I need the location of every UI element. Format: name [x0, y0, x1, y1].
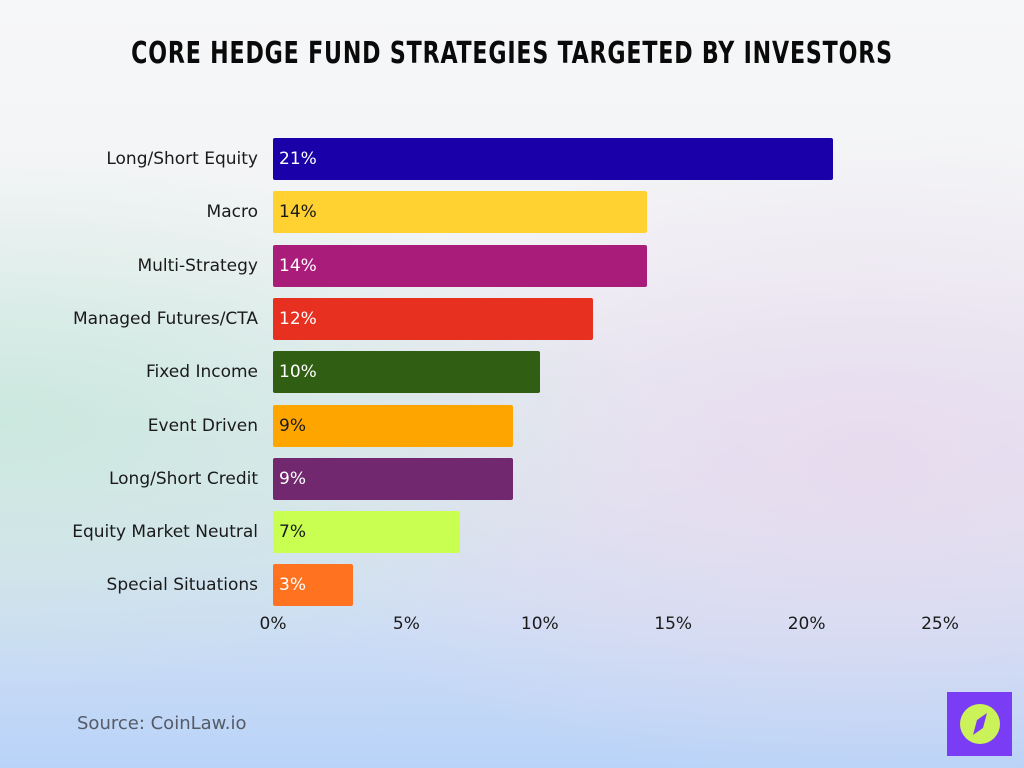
- bar-value-label: 3%: [279, 575, 306, 596]
- bar-value-label: 14%: [279, 255, 317, 276]
- category-label: Managed Futures/CTA: [72, 308, 258, 329]
- bar: 9%: [273, 404, 514, 447]
- bar-value-label: 14%: [279, 202, 317, 223]
- bar: 14%: [273, 244, 647, 287]
- bar: 21%: [273, 138, 834, 180]
- x-axis-tick: 15%: [654, 614, 693, 634]
- bar: 12%: [273, 297, 594, 340]
- brand-logo: [947, 692, 1012, 756]
- bar-value-label: 12%: [279, 308, 317, 329]
- bar-row: Special Situations 3%: [0, 564, 1024, 607]
- bar: 10%: [273, 351, 540, 394]
- bar-value-label: 21%: [279, 149, 317, 169]
- x-axis-tick: 25%: [921, 614, 959, 634]
- compass-icon: [959, 704, 1000, 744]
- bar-row: Long/Short Equity 21%: [0, 138, 1024, 180]
- bar: 7%: [273, 511, 460, 554]
- chart-title: Core Hedge Fund Strategies Targeted by I…: [131, 36, 893, 71]
- category-label: Long/Short Credit: [108, 468, 258, 489]
- bar-row: Managed Futures/CTA 12%: [0, 297, 1024, 340]
- category-label: Macro: [206, 202, 258, 223]
- bar-value-label: 9%: [279, 468, 306, 489]
- bar-row: Long/Short Credit 9%: [0, 457, 1024, 500]
- category-label: Equity Market Neutral: [72, 522, 258, 543]
- bar-value-label: 7%: [279, 522, 306, 543]
- category-label: Special Situations: [106, 575, 258, 596]
- bar-value-label: 10%: [279, 362, 317, 383]
- x-axis-tick: 0%: [259, 614, 287, 634]
- category-label: Fixed Income: [145, 362, 258, 383]
- bar-row: Event Driven 9%: [0, 404, 1024, 447]
- bar-row: Multi-Strategy 14%: [0, 244, 1024, 287]
- bar: 3%: [273, 564, 354, 607]
- category-label: Multi-Strategy: [137, 255, 258, 276]
- bar-row: Fixed Income 10%: [0, 351, 1024, 394]
- bar: 14%: [273, 191, 647, 234]
- x-axis-tick: 20%: [787, 614, 826, 634]
- bar-row: Macro 14%: [0, 191, 1024, 234]
- bar-row: Equity Market Neutral 7%: [0, 511, 1024, 554]
- x-axis-tick: 10%: [520, 614, 559, 634]
- category-label: Long/Short Equity: [106, 149, 258, 169]
- bar-value-label: 9%: [279, 415, 306, 436]
- x-axis-tick: 5%: [392, 614, 420, 634]
- bar: 9%: [273, 457, 514, 500]
- source-note: Source: CoinLaw.io: [77, 713, 247, 734]
- category-label: Event Driven: [147, 415, 258, 436]
